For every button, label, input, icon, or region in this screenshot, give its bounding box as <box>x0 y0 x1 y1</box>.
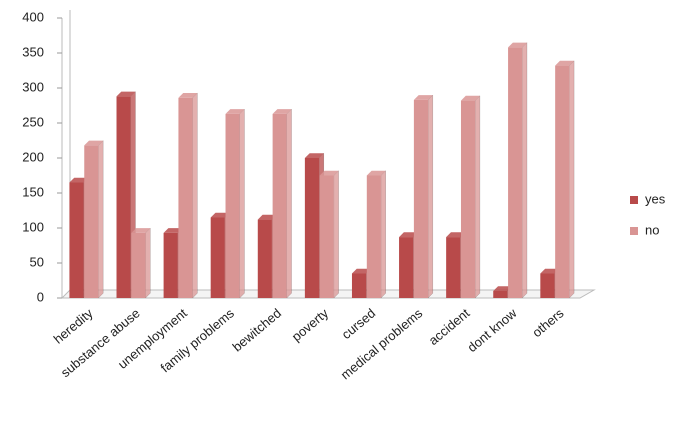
bar-top <box>446 232 466 238</box>
bar-top <box>131 228 151 233</box>
y-tick-label: 0 <box>37 289 44 304</box>
bar-side <box>569 60 575 299</box>
bar <box>413 99 429 299</box>
bar-top <box>304 153 324 158</box>
bar-top <box>460 95 480 101</box>
bar <box>225 113 240 299</box>
bar-top <box>272 109 292 114</box>
y-tick-label: 350 <box>22 44 44 59</box>
legend-label: yes <box>645 191 666 206</box>
x-tick-label: others <box>529 305 567 340</box>
bar-top <box>540 268 560 274</box>
y-tick-label: 250 <box>22 114 44 129</box>
bar-side <box>145 227 151 299</box>
bar-top <box>399 232 418 238</box>
bar-top <box>69 177 89 183</box>
bar-side <box>427 94 434 299</box>
bar-top <box>555 60 575 66</box>
bar <box>257 219 272 298</box>
x-tick-label: medical problems <box>338 305 426 382</box>
x-tick-label: substance abuse <box>58 305 143 380</box>
bar-side <box>474 95 481 299</box>
y-tick-label: 100 <box>22 219 44 234</box>
bar-side <box>380 170 386 299</box>
bar <box>555 65 570 298</box>
x-tick-label: heredity <box>51 305 96 347</box>
bar <box>540 273 555 298</box>
legend-swatch <box>630 196 638 204</box>
bar <box>131 232 146 298</box>
x-tick-label: bewitched <box>230 305 284 354</box>
bar-top <box>493 286 513 291</box>
bar <box>84 145 99 298</box>
bar-side <box>286 108 292 299</box>
bar-side <box>521 41 528 299</box>
legend-swatch <box>630 227 638 235</box>
bar-side <box>98 139 104 299</box>
bar-top <box>225 109 245 114</box>
bar-top <box>508 42 527 48</box>
bar-top <box>116 91 136 97</box>
bar <box>399 237 414 298</box>
bar <box>319 175 334 298</box>
bar <box>178 97 193 298</box>
legend-label: no <box>645 222 659 237</box>
y-tick-label: 400 <box>22 9 44 24</box>
bar <box>460 100 476 298</box>
bar-top <box>178 93 198 98</box>
y-tick-label: 150 <box>22 184 44 199</box>
bar <box>304 158 319 298</box>
bar <box>272 113 287 299</box>
bar-top <box>84 140 104 146</box>
x-tick-label: cursed <box>339 305 379 342</box>
bar-side <box>333 170 339 299</box>
bar-top <box>319 170 339 176</box>
bar-top <box>366 170 386 176</box>
bar <box>69 182 84 298</box>
bar-top <box>210 212 230 218</box>
bar-top <box>257 214 277 220</box>
bar <box>210 217 225 298</box>
x-tick-label: dont know <box>464 305 520 355</box>
y-tick-label: 50 <box>30 254 44 269</box>
bar-top <box>163 228 183 233</box>
y-tick-label: 300 <box>22 79 44 94</box>
bar-top <box>413 95 433 100</box>
bar-top <box>351 268 371 274</box>
bar <box>351 273 367 298</box>
bar <box>493 291 508 298</box>
y-tick-label: 200 <box>22 149 44 164</box>
bar-side <box>192 92 198 299</box>
bar <box>508 47 523 299</box>
bar <box>366 175 381 298</box>
x-tick-label: poverty <box>289 305 332 344</box>
bar <box>116 96 131 299</box>
bar <box>163 232 178 298</box>
bar <box>446 237 461 298</box>
bar-side <box>239 108 245 299</box>
